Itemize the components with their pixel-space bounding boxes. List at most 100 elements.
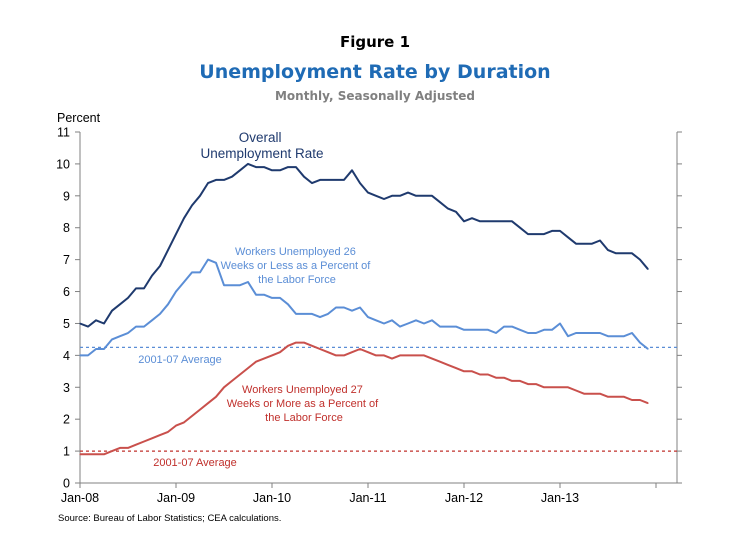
overall-rate-point	[111, 310, 113, 312]
long-term-rate-point	[271, 354, 273, 356]
overall-annotation: Overall Unemployment Rate	[200, 130, 323, 161]
long-term-rate-line	[80, 341, 649, 456]
overall-rate-point	[255, 166, 257, 168]
long-term-rate-point	[623, 396, 625, 398]
short-term-rate-point	[287, 303, 289, 305]
overall-rate-point	[607, 249, 609, 251]
short-term-rate-point	[479, 329, 481, 331]
short-term-rate-point	[303, 313, 305, 315]
overall-rate-point	[135, 287, 137, 289]
short-term-rate-point	[175, 290, 177, 293]
overall-rate-point	[303, 176, 305, 178]
short-term-rate-point	[135, 326, 137, 328]
overall-rate-point	[551, 230, 553, 232]
long-term-rate-point	[607, 396, 609, 398]
short-term-rate-point	[639, 342, 641, 344]
long-term-rate-point	[263, 358, 265, 360]
overall-rate-point	[479, 220, 481, 222]
short-term-rate-point	[367, 316, 369, 318]
overall-rate-point	[543, 233, 545, 235]
long-term-annotation-line-2: Weeks or More as a Percent of	[227, 398, 379, 410]
short-term-rate-point	[247, 281, 249, 283]
overall-rate-point	[103, 322, 105, 325]
overall-rate-point	[223, 179, 225, 181]
short-term-rate-point	[103, 348, 105, 350]
overall-rate-line	[79, 162, 649, 328]
long-term-rate-point	[239, 373, 241, 376]
overall-rate-point	[399, 195, 401, 197]
long-term-rate-point	[295, 342, 297, 344]
x-tick-label: Jan-08	[61, 491, 99, 505]
overall-rate-point	[279, 169, 281, 171]
short-term-rate-point	[399, 326, 401, 328]
short-term-rate-point	[191, 271, 193, 273]
overall-rate-point	[583, 243, 585, 245]
y-tick-label: 11	[57, 126, 70, 140]
y-tick-label: 1	[63, 445, 70, 459]
long-term-rate-point	[439, 361, 441, 363]
long-term-rate-point	[159, 434, 161, 436]
long-term-rate-point	[175, 425, 177, 427]
long-term-rate-point	[391, 358, 393, 360]
overall-rate-point	[167, 249, 169, 251]
overall-rate-point	[271, 169, 273, 171]
overall-rate-point	[263, 166, 265, 168]
short-term-rate-point	[455, 326, 457, 328]
short-term-rate-point	[567, 335, 569, 337]
overall-rate-point	[351, 169, 353, 171]
short-term-rate-point	[495, 332, 497, 334]
long-term-rate-point	[471, 370, 473, 372]
x-ticks: Jan-08 Jan-09 Jan-10 Jan-11 Jan-12 Jan-13	[61, 483, 657, 505]
short-term-rate-point	[503, 326, 505, 328]
overall-rate-point	[639, 259, 641, 261]
y-tick-label: 10	[56, 157, 70, 171]
short-term-rate-line	[80, 258, 649, 357]
short-term-rate-point	[231, 284, 233, 286]
short-term-rate-point	[359, 306, 361, 309]
long-term-rate-point	[383, 354, 385, 356]
long-term-rate-point	[151, 437, 153, 439]
overall-rate-point	[415, 195, 417, 197]
chart-subtitle: Monthly, Seasonally Adjusted	[274, 89, 476, 103]
short-term-annotation-line-2: Weeks or Less as a Percent of	[221, 260, 372, 272]
short-term-rate-point	[591, 332, 593, 334]
short-term-rate-point	[463, 329, 465, 331]
short-term-rate-point	[183, 281, 185, 283]
long-term-rate-point	[367, 351, 369, 353]
short-term-rate-point	[319, 316, 321, 318]
overall-rate-point	[311, 182, 313, 184]
overall-rate-point	[527, 233, 529, 235]
overall-rate-point	[383, 198, 385, 200]
overall-rate-point	[615, 252, 617, 254]
short-term-rate-point	[207, 259, 209, 261]
x-tick-label: Jan-12	[445, 491, 483, 505]
overall-rate-point	[119, 303, 121, 305]
long-term-rate-point	[119, 447, 121, 449]
overall-rate-point	[503, 220, 505, 222]
short-term-rate-point	[647, 348, 649, 350]
overall-rate-point	[191, 204, 193, 206]
overall-rate-point	[431, 195, 433, 197]
long-term-rate-point	[431, 358, 433, 360]
long-term-rate-point	[335, 354, 337, 356]
long-term-rate-point	[503, 377, 505, 379]
overall-rate-point	[335, 179, 337, 181]
overall-rate-point	[295, 166, 297, 168]
short-term-rate-point	[631, 332, 633, 334]
overall-rate-point	[327, 179, 329, 181]
chart-title: Unemployment Rate by Duration	[199, 61, 551, 83]
short-term-rate-point	[351, 310, 353, 312]
long-term-rate-point	[519, 380, 521, 382]
long-term-rate-point	[183, 421, 185, 423]
overall-rate-point	[511, 220, 513, 222]
avg-short-annotation: 2001-07 Average	[138, 354, 222, 366]
y-tick-label: 4	[63, 349, 70, 363]
y-ticks: 0 1 2 3 4 5 6 7 8 9 10 11	[56, 126, 682, 491]
long-term-rate-point	[511, 380, 513, 382]
long-term-annotation: Workers Unemployed 27 Weeks or More as a…	[227, 384, 381, 424]
long-term-rate-point	[223, 386, 225, 388]
overall-rate-point	[623, 252, 625, 254]
overall-rate-point	[407, 192, 409, 194]
long-term-rate-point	[79, 453, 81, 455]
